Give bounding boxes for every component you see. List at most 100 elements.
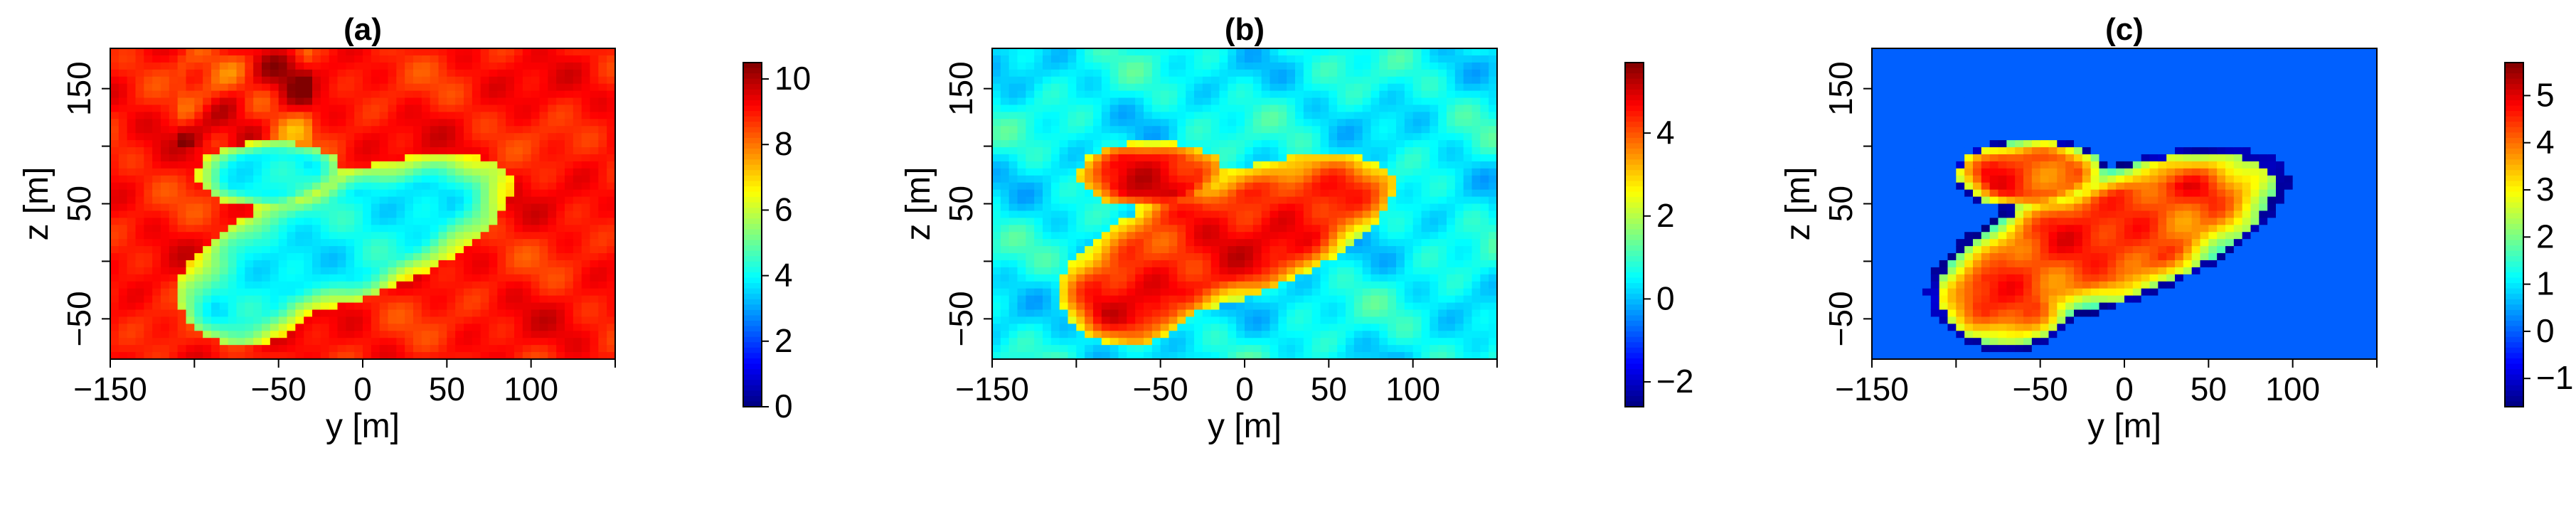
heatmap-cell [388,274,397,282]
heatmap-cell [1186,239,1195,247]
heatmap-cell [531,302,541,311]
heatmap-cell [405,154,414,162]
heatmap-cell [1026,225,1035,233]
heatmap-cell [1320,182,1329,191]
heatmap-cell [1059,147,1069,155]
heatmap-cell [152,316,161,324]
colorbar-step [743,390,762,397]
heatmap-cell [413,295,422,304]
heatmap-cell [1135,352,1144,360]
heatmap-cell [177,203,187,212]
heatmap-cell [581,225,591,233]
heatmap-cell [1151,140,1161,148]
heatmap-cell [1068,83,1077,92]
heatmap-cell [186,83,195,92]
heatmap-cell [506,218,515,225]
heatmap-cell [295,225,304,233]
heatmap-cell [531,246,541,254]
heatmap-cell [1085,281,1094,289]
heatmap-cell [379,274,389,282]
heatmap-cell [1144,203,1153,212]
heatmap-cell [135,302,144,311]
heatmap-cell [1194,288,1203,297]
heatmap-cell [1320,147,1329,155]
heatmap-cell [1059,338,1069,346]
heatmap-cell [127,175,137,183]
heatmap-cell [169,338,179,346]
heatmap-cell [573,189,582,198]
heatmap-cell [548,338,557,346]
heatmap-cell [228,253,238,261]
heatmap-cell [245,316,254,324]
heatmap-cell [421,345,431,353]
heatmap-cell [1101,203,1111,212]
heatmap-cell [1320,90,1329,99]
heatmap-cell [1379,147,1388,155]
heatmap-cell [1337,274,1346,282]
heatmap-cell [363,154,372,162]
heatmap-cell [531,133,541,141]
heatmap-cell [1093,331,1102,338]
heatmap-cell [144,161,153,169]
heatmap-cell [1068,345,1077,353]
heatmap-cell [565,232,574,240]
heatmap-cell [1202,267,1212,275]
heatmap-cell [522,309,532,318]
heatmap-cell [329,140,339,148]
heatmap-cell [135,331,144,338]
heatmap-cell [405,175,414,183]
heatmap-cell [1160,55,1170,63]
heatmap-cell [1068,295,1077,304]
heatmap-cell [1404,309,1414,318]
heatmap-cell [1085,76,1094,85]
heatmap-cell [312,232,321,240]
heatmap-cell [118,331,128,338]
heatmap-cell [1160,338,1170,346]
heatmap-cell [203,126,212,134]
colorbar-step [743,197,762,203]
heatmap-cell [506,48,515,56]
heatmap-cell [304,182,313,191]
heatmap-cell [598,267,607,275]
heatmap-cell [1236,225,1245,233]
heatmap-cell [1412,210,1422,218]
heatmap-cell [177,182,187,191]
heatmap-cell [236,112,245,119]
heatmap-cell [1118,48,1127,56]
heatmap-cell [337,126,346,134]
heatmap-cell [253,97,262,106]
heatmap-cell [1236,232,1245,240]
heatmap-cell [438,218,447,225]
heatmap-cell [219,232,229,240]
heatmap-cell [1388,55,1397,63]
heatmap-cell [110,62,119,70]
heatmap-cell [430,288,440,297]
heatmap-cell [1412,69,1422,78]
heatmap-cell [489,246,498,254]
heatmap-cell [346,267,355,275]
heatmap-cell [1337,147,1346,155]
heatmap-cell [1278,133,1287,141]
heatmap-cell [556,119,565,127]
heatmap-cell [1076,260,1085,268]
heatmap-cell [194,55,203,63]
heatmap-cell [320,62,330,70]
heatmap-cell [203,345,212,353]
heatmap-cell [1396,97,1405,106]
heatmap-cell [287,189,296,198]
heatmap-cell [1379,274,1388,282]
heatmap-cell [1210,133,1220,141]
heatmap-cell [573,119,582,127]
heatmap-cell [1295,189,1304,198]
colorbar-step [743,309,762,316]
heatmap-cell [565,288,574,297]
heatmap-cell [161,105,170,112]
heatmap-cell [1034,175,1043,183]
heatmap-cell [413,345,422,353]
heatmap-cell [337,260,346,268]
heatmap-cell [430,69,440,78]
heatmap-cell [396,324,405,331]
heatmap-cell [1127,119,1136,127]
heatmap-cell [1085,338,1094,346]
heatmap-cell [371,302,380,311]
